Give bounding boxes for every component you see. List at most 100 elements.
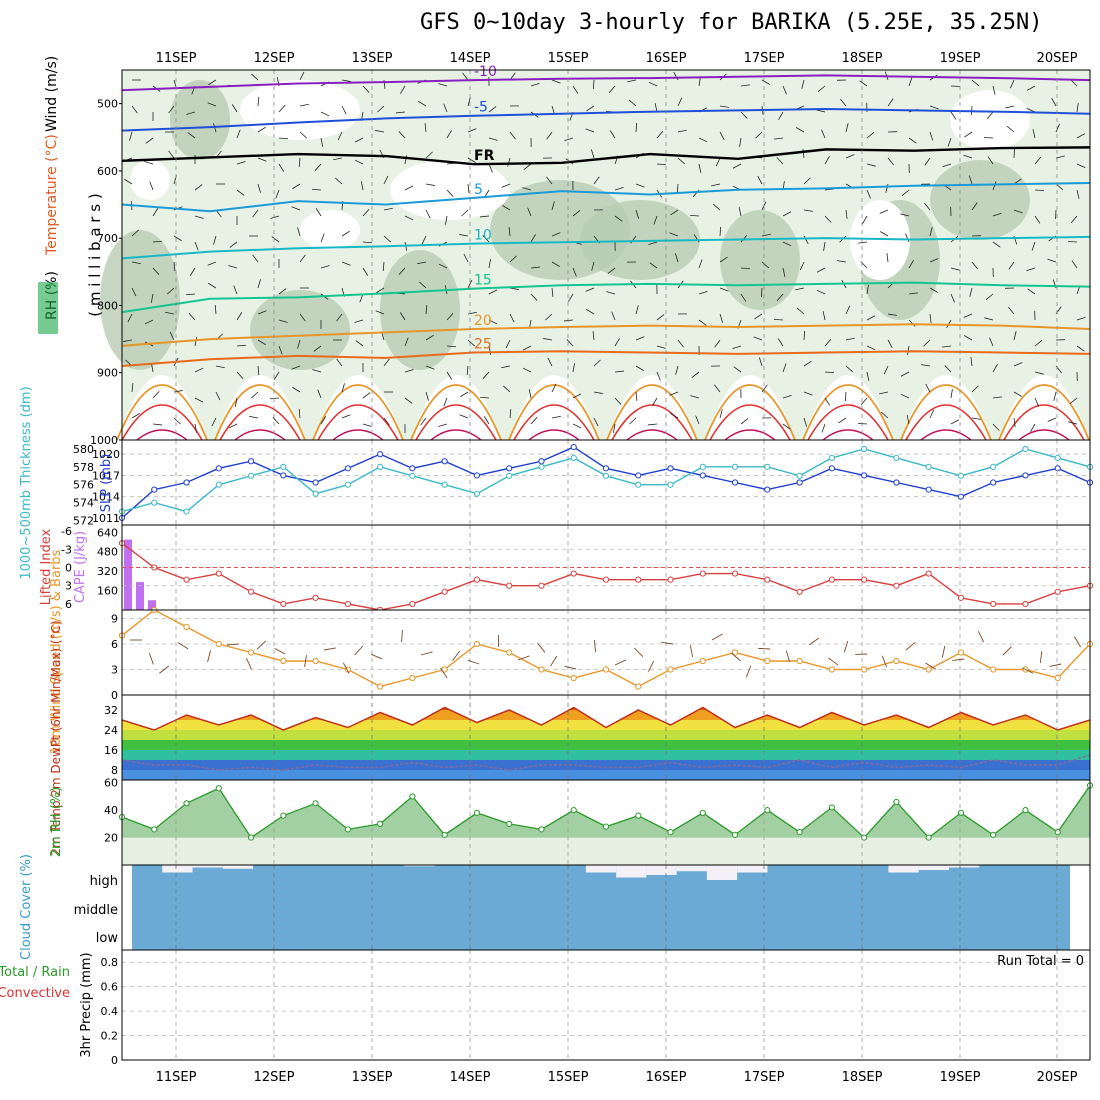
- data-point: [151, 826, 158, 833]
- cloud-high-gap: [737, 865, 768, 873]
- y-tick: 0.2: [101, 1030, 119, 1043]
- wind-barb: [740, 111, 748, 119]
- wind-barb: [803, 417, 808, 427]
- wind-barb: [341, 230, 350, 237]
- cloud-high-gap: [918, 865, 949, 870]
- wind-barb: [375, 310, 385, 315]
- wind-barb: [586, 309, 595, 315]
- wind-barb: [803, 177, 811, 185]
- date-label-top: 13SEP: [352, 51, 393, 66]
- wind-barb: [551, 201, 555, 211]
- wind-barb: [127, 313, 133, 323]
- temp-contour-surface: [312, 384, 404, 441]
- wind-barb: [801, 79, 805, 89]
- wind-barb: [1070, 215, 1078, 224]
- wind-barb: [572, 363, 575, 373]
- temp-contour-surface: [214, 384, 306, 441]
- date-label-bottom: 15SEP: [548, 1070, 589, 1085]
- data-point: [602, 472, 610, 479]
- wind-barb: [740, 267, 751, 270]
- data-point: [151, 486, 158, 493]
- data-point: [861, 666, 868, 673]
- rh-shade: [930, 160, 1030, 240]
- wind-barb: [593, 359, 601, 367]
- wind-barb: [337, 131, 343, 141]
- wind-barb: [866, 132, 875, 139]
- ylabel-right: CAPE (J/kg): [73, 531, 88, 603]
- wind-barb: [467, 183, 470, 193]
- wind-barb: [952, 658, 965, 661]
- temp-contour-10: [121, 235, 1091, 260]
- wind-barb: [404, 369, 414, 373]
- temp-contour-surface: [704, 384, 796, 441]
- wind-barb: [670, 413, 679, 419]
- wind-barb: [299, 313, 306, 322]
- wind-barb: [530, 417, 538, 425]
- wind-barb: [480, 215, 490, 218]
- wind-barb: [908, 260, 914, 269]
- wind-barb: [885, 183, 889, 193]
- wind-barb: [677, 157, 686, 165]
- data-point: [473, 640, 481, 648]
- temp-contour--10: [121, 74, 1091, 92]
- wind-barb: [461, 209, 469, 217]
- data-point: [699, 472, 706, 479]
- wind-barb: [404, 155, 407, 165]
- data-point: [925, 834, 932, 841]
- y-axis-label: Cloud Cover (%): [19, 854, 34, 960]
- temp-contour-surface: [219, 404, 301, 441]
- wind-barb: [923, 339, 931, 347]
- wind-barb: [341, 105, 347, 115]
- wind-barb: [425, 183, 435, 186]
- data-point: [990, 479, 997, 486]
- data-point: [861, 472, 868, 479]
- temp-contour-label: 15: [474, 273, 492, 289]
- wind-barb: [593, 391, 603, 394]
- wind-barb: [343, 662, 350, 674]
- wind-barb: [635, 391, 638, 401]
- wind-barb: [777, 338, 784, 347]
- wind-barb: [824, 371, 835, 374]
- y-tick-right: 160: [97, 585, 118, 598]
- surface-arch: [215, 375, 305, 440]
- wind-barb: [1076, 345, 1085, 352]
- wind-barb: [950, 293, 955, 303]
- wind-barb: [1008, 261, 1015, 270]
- data-point: [506, 582, 513, 589]
- wind-barb: [152, 267, 160, 275]
- data-point: [377, 451, 384, 458]
- temp-mask: [122, 695, 1090, 730]
- wind-barb: [383, 235, 391, 243]
- y-axis-label: 2m RH (%): [49, 787, 64, 858]
- cloud-high-gap: [706, 865, 738, 880]
- data-point: [699, 570, 706, 577]
- temp-contour-surface: [709, 404, 791, 441]
- wind-barb: [838, 417, 847, 424]
- wind-barb: [215, 391, 221, 401]
- wind-barb: [627, 79, 637, 83]
- wind-barb: [992, 212, 1002, 217]
- cloud-high-gap: [948, 865, 980, 868]
- surface-arch: [901, 375, 991, 440]
- y-axis-label: CAPE (J/kg): [73, 531, 88, 603]
- cloud-high-gap: [162, 865, 193, 873]
- wind-barb: [901, 189, 910, 196]
- cape-bar: [124, 539, 132, 610]
- data-point: [441, 666, 448, 673]
- data-point: [215, 465, 222, 472]
- wind-barb: [740, 418, 749, 425]
- wind-barb: [194, 367, 204, 373]
- wind-barb: [503, 385, 511, 393]
- wind-barb: [572, 423, 582, 429]
- wind-barb: [1031, 241, 1036, 251]
- wind-barb: [593, 176, 600, 185]
- ylabel: Cloud Cover (%): [19, 854, 34, 960]
- dewpt-line: [121, 754, 1091, 771]
- wind-barb: [753, 336, 763, 341]
- wind-barb: [592, 79, 595, 90]
- date-label-top: 17SEP: [744, 51, 785, 66]
- data-point: [635, 576, 642, 583]
- data-point: [215, 481, 222, 488]
- wind-barb: [929, 105, 939, 110]
- date-label-top: 20SEP: [1037, 51, 1078, 66]
